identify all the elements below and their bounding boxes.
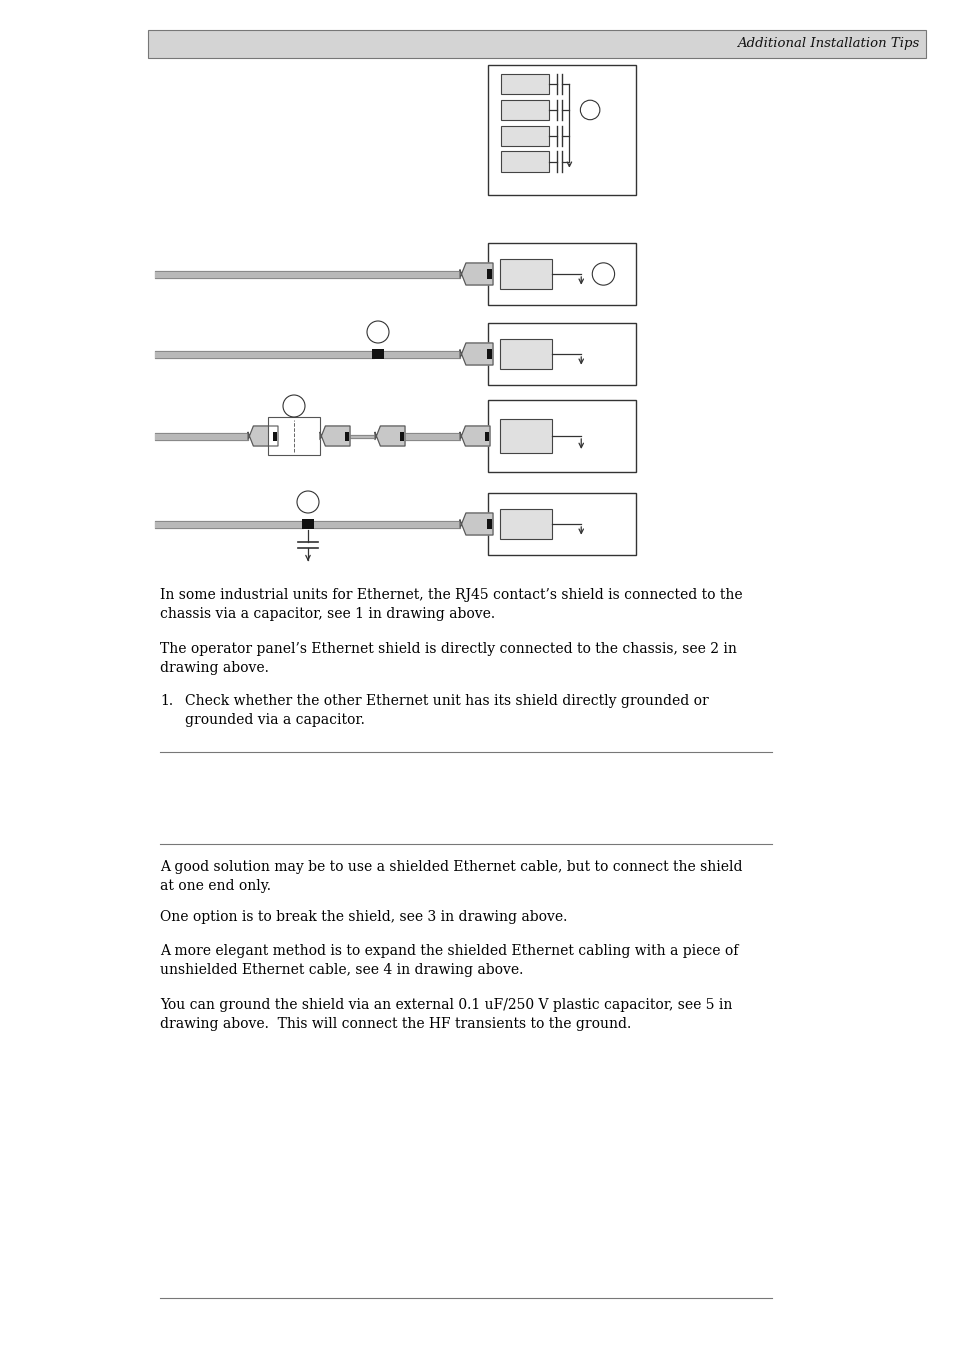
Text: You can ground the shield via an external 0.1 uF/250 V plastic capacitor, see 5 : You can ground the shield via an externa…: [160, 998, 732, 1031]
Bar: [268, 417, 319, 455]
Text: A more elegant method is to expand the shielded Ethernet cabling with a piece of: A more elegant method is to expand the s…: [160, 944, 738, 977]
Bar: [488, 323, 636, 385]
Text: One option is to break the shield, see 3 in drawing above.: One option is to break the shield, see 3…: [160, 910, 567, 923]
Bar: [500, 126, 548, 146]
Bar: [148, 30, 925, 58]
Text: In some industrial units for Ethernet, the RJ45 contact’s shield is connected to: In some industrial units for Ethernet, t…: [160, 589, 741, 621]
Bar: [372, 350, 384, 359]
Bar: [488, 400, 636, 472]
Bar: [499, 509, 551, 539]
Bar: [488, 243, 636, 305]
Polygon shape: [459, 343, 493, 364]
Bar: [500, 100, 548, 120]
Bar: [500, 151, 548, 171]
Bar: [344, 432, 349, 440]
Polygon shape: [459, 513, 493, 535]
Text: The operator panel’s Ethernet shield is directly connected to the chassis, see 2: The operator panel’s Ethernet shield is …: [160, 643, 736, 675]
Text: Additional Installation Tips: Additional Installation Tips: [736, 38, 918, 50]
Text: Check whether the other Ethernet unit has its shield directly grounded or
ground: Check whether the other Ethernet unit ha…: [185, 694, 708, 726]
Bar: [399, 432, 403, 440]
Polygon shape: [319, 427, 350, 446]
Bar: [499, 418, 551, 454]
Bar: [499, 259, 551, 289]
Polygon shape: [459, 427, 490, 446]
Polygon shape: [248, 427, 277, 446]
Polygon shape: [459, 263, 493, 285]
Bar: [500, 74, 548, 94]
Bar: [499, 339, 551, 369]
Bar: [302, 518, 314, 529]
Bar: [273, 432, 276, 440]
Bar: [487, 518, 492, 529]
Bar: [487, 350, 492, 359]
Bar: [488, 493, 636, 555]
Polygon shape: [375, 427, 405, 446]
Bar: [484, 432, 489, 440]
Bar: [488, 65, 636, 194]
Text: 1.: 1.: [160, 694, 172, 707]
Text: A good solution may be to use a shielded Ethernet cable, but to connect the shie: A good solution may be to use a shielded…: [160, 860, 741, 892]
Bar: [487, 269, 492, 279]
